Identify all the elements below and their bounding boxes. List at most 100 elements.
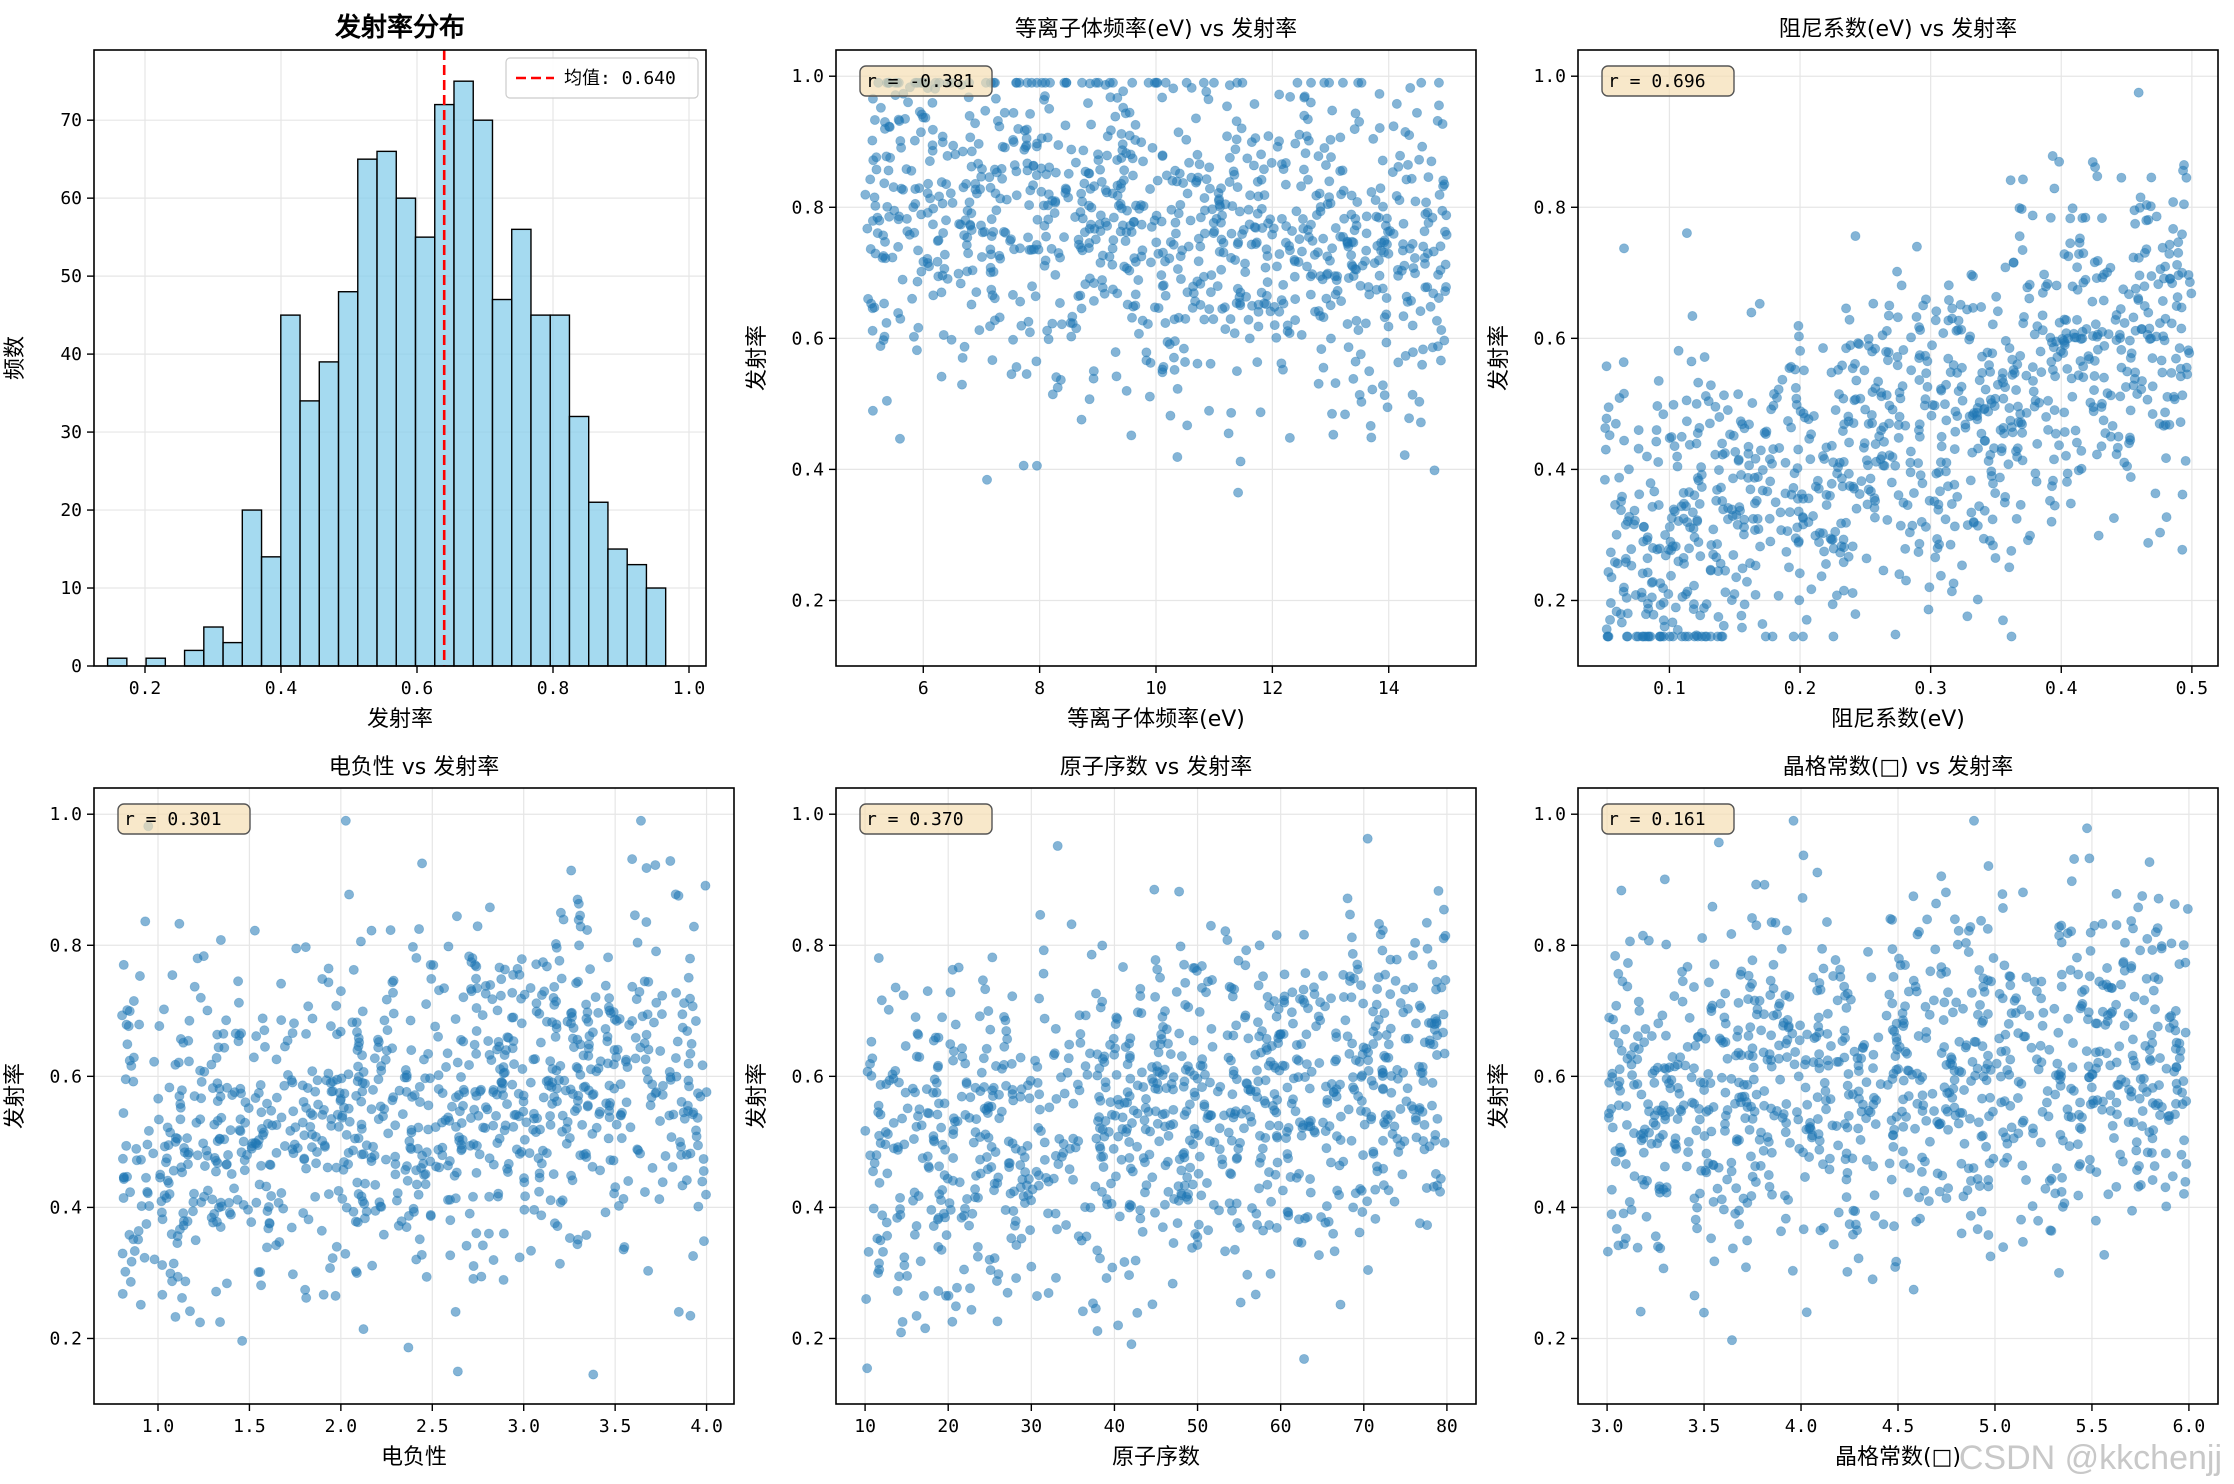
scatter-point <box>174 918 185 929</box>
scatter-point <box>1052 1224 1063 1235</box>
scatter-point <box>1049 207 1060 218</box>
scatter-point <box>2076 463 2087 474</box>
scatter-point <box>1222 934 1233 945</box>
scatter-point <box>1157 150 1168 161</box>
scatter-point <box>660 1151 671 1162</box>
scatter-point <box>2044 1044 2055 1055</box>
scatter-point <box>1381 1030 1392 1041</box>
scatter-point <box>2071 437 2082 448</box>
scatter-point <box>1330 222 1341 233</box>
scatter-point <box>936 371 947 382</box>
scatter-point <box>1287 1018 1298 1029</box>
scatter-point <box>1941 1193 1952 1204</box>
scatter-point <box>1066 331 1077 342</box>
scatter-point <box>1215 217 1226 228</box>
y-tick-label: 1.0 <box>791 804 824 825</box>
scatter-point <box>1038 945 1049 956</box>
scatter-point <box>2111 919 2122 930</box>
scatter-point <box>1917 478 1928 489</box>
scatter-point <box>248 1052 259 1063</box>
scatter-point <box>1789 1059 1800 1070</box>
scatter-point <box>189 981 200 992</box>
scatter-point <box>163 1177 174 1188</box>
scatter-point <box>348 1145 359 1156</box>
scatter-point <box>911 1310 922 1321</box>
scatter-point <box>1355 980 1366 991</box>
scatter-point <box>2177 267 2188 278</box>
scatter-point <box>1793 1071 1804 1082</box>
scatter-point <box>698 1153 709 1164</box>
scatter-point <box>155 1169 166 1180</box>
scatter-point <box>344 1116 355 1127</box>
scatter-point <box>2139 247 2150 258</box>
scatter-point <box>2059 426 2070 437</box>
scatter-point <box>1351 264 1362 275</box>
scatter-point <box>368 1084 379 1095</box>
scatter-point <box>587 1027 598 1038</box>
scatter-point <box>1406 173 1417 184</box>
scatter-point <box>1111 1069 1122 1080</box>
scatter-point <box>1010 1143 1021 1154</box>
scatter-point <box>1340 1015 1351 1026</box>
scatter-point <box>1687 507 1698 518</box>
scatter-point <box>1689 1290 1700 1301</box>
x-axis-label: 阻尼系数(eV) <box>1831 707 1965 732</box>
scatter-point <box>1603 1112 1614 1123</box>
scatter-point <box>1734 1205 1745 1216</box>
scatter-point <box>1046 243 1057 254</box>
scatter-point <box>1274 249 1285 260</box>
scatter-point <box>1712 484 1723 495</box>
scatter-point <box>1956 362 1967 373</box>
scatter-point <box>326 1086 337 1097</box>
scatter-point <box>1689 1193 1700 1204</box>
scatter-point <box>1661 939 1672 950</box>
scatter-point <box>1733 1025 1744 1036</box>
scatter-point <box>1877 451 1888 462</box>
scatter-point <box>1651 436 1662 447</box>
scatter-point <box>549 981 560 992</box>
scatter-point <box>1634 489 1645 500</box>
scatter-point <box>394 1085 405 1096</box>
scatter-point <box>1924 495 1935 506</box>
scatter-point <box>957 352 968 363</box>
scatter-point <box>1377 380 1388 391</box>
scatter-point <box>941 215 952 226</box>
scatter-point <box>1025 185 1036 196</box>
legend-label: 均值: 0.640 <box>564 68 676 89</box>
scatter-point <box>685 1310 696 1321</box>
scatter-point <box>1168 1104 1179 1115</box>
scatter-point <box>1330 378 1341 389</box>
scatter-point <box>964 197 975 208</box>
scatter-point <box>1987 348 1998 359</box>
scatter-point <box>1379 390 1390 401</box>
scatter-point <box>1692 1202 1703 1213</box>
x-tick-label: 1.0 <box>142 1416 175 1437</box>
scatter-point <box>262 1098 273 1109</box>
scatter-points <box>860 833 1451 1374</box>
scatter-point <box>1021 369 1032 380</box>
scatter-point <box>1282 1206 1293 1217</box>
scatter-point <box>215 934 226 945</box>
scatter-point <box>1124 1091 1135 1102</box>
x-tick-label: 40 <box>1104 1416 1126 1437</box>
scatter-point <box>216 1112 227 1123</box>
scatter-point <box>1126 430 1137 441</box>
scatter-point <box>1865 473 1876 484</box>
scatter-point <box>948 140 959 151</box>
scatter-point <box>2003 459 2014 470</box>
scatter-point <box>1298 984 1309 995</box>
scatter-point <box>2065 213 2076 224</box>
scatter-point <box>1787 1028 1798 1039</box>
scatter-point <box>2011 446 2022 457</box>
scatter-point <box>1414 1000 1425 1011</box>
scatter-point <box>1192 1073 1203 1084</box>
scatter-point <box>495 990 506 1001</box>
scatter-point <box>1610 418 1621 429</box>
scatter-point <box>1146 221 1157 232</box>
scatter-point <box>2072 262 2083 273</box>
scatter-point <box>1093 149 1104 160</box>
scatter-point <box>1167 1278 1178 1289</box>
scatter-point <box>2067 281 2078 292</box>
scatter-point <box>868 155 879 166</box>
